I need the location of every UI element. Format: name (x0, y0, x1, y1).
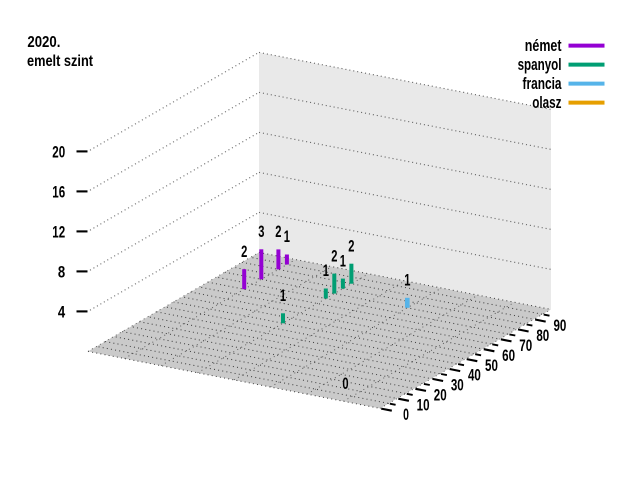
svg-text:40: 40 (468, 367, 481, 385)
svg-text:70: 70 (519, 337, 532, 355)
svg-text:2: 2 (275, 223, 281, 241)
svg-text:1: 1 (340, 252, 346, 270)
svg-text:16: 16 (52, 184, 65, 202)
svg-text:3: 3 (258, 223, 264, 241)
svg-text:1: 1 (323, 262, 329, 280)
svg-text:francia: francia (523, 74, 562, 93)
svg-text:8: 8 (58, 264, 65, 282)
svg-text:spanyol: spanyol (518, 55, 562, 74)
svg-text:10: 10 (417, 396, 430, 414)
svg-text:1: 1 (284, 228, 290, 246)
svg-text:0: 0 (342, 375, 348, 393)
svg-text:60: 60 (502, 347, 515, 365)
svg-text:1: 1 (404, 272, 410, 290)
svg-text:20: 20 (52, 144, 65, 162)
svg-text:2020.: 2020. (27, 34, 60, 51)
svg-text:12: 12 (52, 224, 65, 242)
svg-text:német: német (525, 36, 562, 55)
svg-text:2: 2 (348, 237, 354, 255)
svg-text:1: 1 (280, 287, 286, 305)
svg-text:0: 0 (403, 406, 409, 424)
svg-text:2: 2 (331, 247, 337, 265)
svg-text:emelt szint: emelt szint (27, 53, 94, 70)
svg-text:50: 50 (485, 357, 498, 375)
svg-text:80: 80 (536, 327, 549, 345)
svg-text:2: 2 (241, 243, 247, 261)
svg-text:90: 90 (553, 317, 566, 335)
svg-text:30: 30 (451, 377, 464, 395)
svg-text:olasz: olasz (532, 93, 561, 112)
svg-text:20: 20 (434, 386, 447, 404)
svg-text:4: 4 (58, 304, 65, 322)
